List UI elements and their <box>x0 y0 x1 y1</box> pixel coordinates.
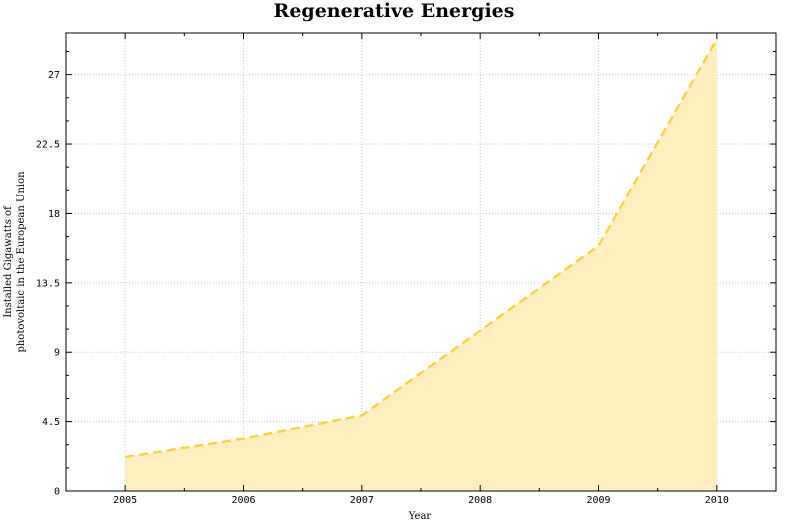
x-axis-label: Year <box>408 511 432 522</box>
y-tick-labels: 0 4.5 9 13.5 18 22.5 27 <box>36 70 60 497</box>
y-tick-label: 9 <box>54 348 60 359</box>
series-line <box>124 38 718 459</box>
x-tick-label: 2006 <box>231 495 255 506</box>
chart-title: Regenerative Energies <box>274 0 515 22</box>
x-tick-label: 2008 <box>468 495 492 506</box>
y-tick-label: 13.5 <box>36 278 60 289</box>
y-tick-label: 22.5 <box>36 140 60 151</box>
x-tick-label: 2009 <box>586 495 610 506</box>
plot-area <box>124 38 718 492</box>
x-tick-label: 2010 <box>705 495 729 506</box>
x-tick-label: 2007 <box>350 495 374 506</box>
axis-ticks <box>65 33 777 492</box>
y-axis-label-line1: Installed Gigawatts of <box>3 205 14 318</box>
y-tick-label: 4.5 <box>42 417 60 428</box>
y-axis-label-line2: photovoltaic in the European Union <box>16 171 27 353</box>
y-tick-label: 27 <box>48 70 60 81</box>
series-area-fill <box>125 39 717 492</box>
y-tick-label: 18 <box>48 209 60 220</box>
y-tick-label: 0 <box>54 487 60 498</box>
x-tick-label: 2005 <box>113 495 137 506</box>
x-tick-labels: 2005 2006 2007 2008 2009 2010 <box>113 495 729 506</box>
